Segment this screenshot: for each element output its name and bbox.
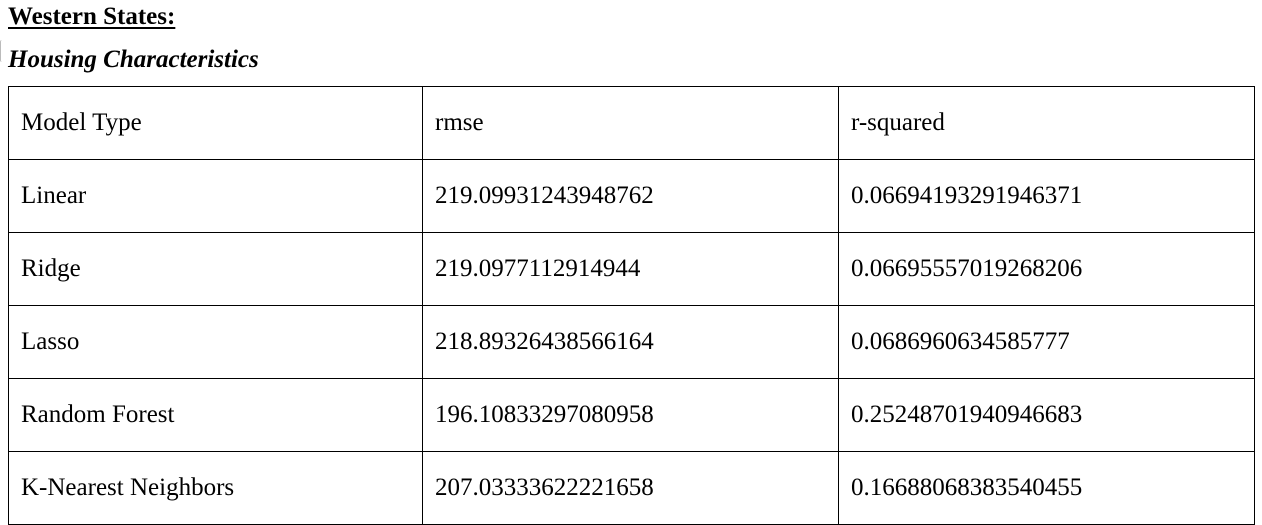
table-header-row: Model Type rmse r-squared [8, 86, 1255, 160]
r-squared-cell: 0.0686960634585777 [838, 305, 1255, 379]
r-squared-cell: 0.25248701940946683 [838, 378, 1255, 452]
model-results-table: Model Type rmse r-squared Linear 219.099… [8, 86, 1255, 525]
model-type-cell: Random Forest [8, 378, 423, 452]
model-type-cell: Linear [8, 159, 423, 233]
rmse-cell: 207.03333622221658 [422, 451, 839, 525]
model-type-cell: Lasso [8, 305, 423, 379]
rmse-cell: 196.10833297080958 [422, 378, 839, 452]
r-squared-cell: 0.06695557019268206 [838, 232, 1255, 306]
table-row: Lasso 218.89326438566164 0.0686960634585… [8, 305, 1255, 379]
header-r-squared: r-squared [838, 86, 1255, 160]
rmse-cell: 219.09931243948762 [422, 159, 839, 233]
model-type-cell: K-Nearest Neighbors [8, 451, 423, 525]
table-row: Ridge 219.0977112914944 0.06695557019268… [8, 232, 1255, 306]
header-rmse: rmse [422, 86, 839, 160]
table-row: Random Forest 196.10833297080958 0.25248… [8, 378, 1255, 452]
table-subtitle: Housing Characteristics [8, 46, 259, 73]
rmse-cell: 219.0977112914944 [422, 232, 839, 306]
margin-mark [0, 40, 4, 62]
section-title: Western States: [8, 3, 176, 30]
r-squared-cell: 0.06694193291946371 [838, 159, 1255, 233]
rmse-cell: 218.89326438566164 [422, 305, 839, 379]
model-type-cell: Ridge [8, 232, 423, 306]
header-model-type: Model Type [8, 86, 423, 160]
table-row: K-Nearest Neighbors 207.03333622221658 0… [8, 451, 1255, 525]
table-row: Linear 219.09931243948762 0.066941932919… [8, 159, 1255, 233]
r-squared-cell: 0.16688068383540455 [838, 451, 1255, 525]
